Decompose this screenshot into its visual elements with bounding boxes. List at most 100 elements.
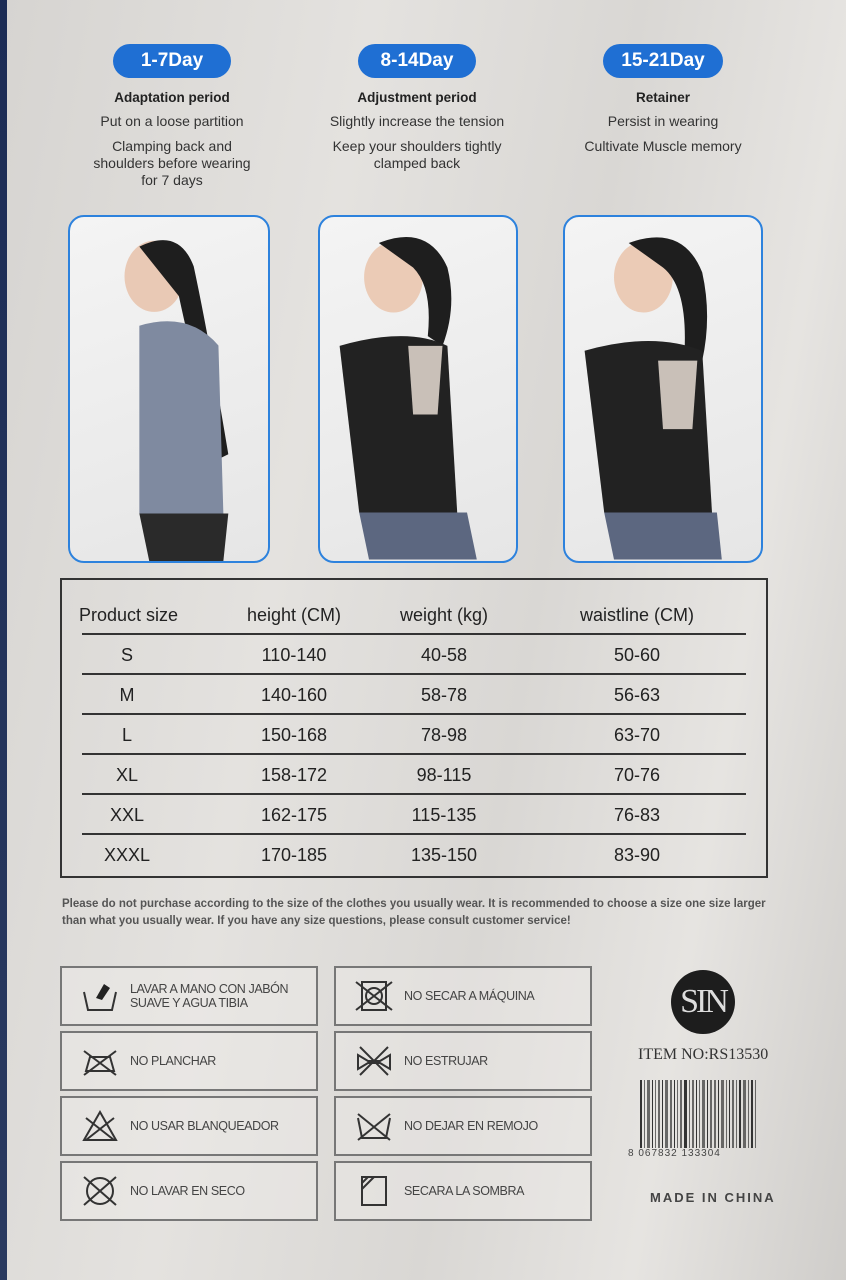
- stage-title: Retainer: [635, 90, 691, 105]
- barcode-bar: [732, 1080, 734, 1148]
- made-in: MADE IN CHINA: [650, 1190, 776, 1205]
- care-label: NO PLANCHAR: [130, 1054, 216, 1068]
- photo-stage-3: [563, 215, 763, 563]
- barcode-bar: [736, 1080, 737, 1148]
- table-cell: 170-185: [260, 845, 328, 865]
- care-instruction: NO PLANCHAR: [60, 1031, 318, 1091]
- table-cell: 140-160: [260, 685, 328, 705]
- barcode-bar: [748, 1080, 749, 1148]
- care-label: NO LAVAR EN SECO: [130, 1184, 245, 1198]
- barcode-bar: [677, 1080, 678, 1148]
- stage-line: Put on a loose partition: [100, 113, 244, 129]
- barcode-bar: [655, 1080, 656, 1148]
- barcode-bar: [729, 1080, 730, 1148]
- header-cell: waistline (CM): [579, 605, 695, 625]
- barcode-bar: [640, 1080, 642, 1148]
- size-table: Product size height (CM) weight (kg) wai…: [60, 578, 768, 878]
- care-label: NO DEJAR EN REMOJO: [404, 1119, 538, 1133]
- table-cell: M: [119, 685, 135, 705]
- care-instruction: NO USAR BLANQUEADOR: [60, 1096, 318, 1156]
- hand-wash-icon: [83, 984, 117, 1011]
- barcode-bar: [684, 1080, 687, 1148]
- barcode-bar: [718, 1080, 719, 1148]
- table-cell: 63-70: [613, 725, 661, 745]
- dry-in-shade-icon: [361, 1176, 387, 1206]
- no-wring-icon: [357, 1046, 391, 1076]
- table-row: XXXL 170-185 135-150 83-90: [82, 835, 746, 875]
- barcode-number: 8 067832 133304: [628, 1148, 721, 1159]
- barcode-bar: [692, 1080, 694, 1148]
- barcode-bar: [689, 1080, 690, 1148]
- no-soak-icon: [357, 1113, 391, 1141]
- no-iron-icon: [83, 1050, 117, 1076]
- barcode-bar: [707, 1080, 708, 1148]
- table-cell: S: [120, 645, 134, 665]
- care-label: NO ESTRUJAR: [404, 1054, 488, 1068]
- care-label: LAVAR A MANO CON JABÓN SUAVE Y AGUA TIBI…: [130, 982, 289, 1010]
- size-note: Please do not purchase according to the …: [62, 898, 766, 927]
- stage-badge: 1-7Day: [113, 44, 231, 78]
- table-row: S 110-140 40-58 50-60: [82, 635, 746, 675]
- stage-3: 15-21Day Retainer Persist in wearing Cul…: [538, 44, 788, 155]
- photo-stage-1: [68, 215, 270, 563]
- barcode-bar: [658, 1080, 660, 1148]
- brand-logo: SIN: [671, 970, 735, 1034]
- care-label: NO SECAR A MÁQUINA: [404, 989, 535, 1003]
- stage-line: Clamping back and shoulders before weari…: [93, 138, 251, 188]
- table-cell: 162-175: [260, 805, 328, 825]
- barcode-bar: [739, 1080, 741, 1148]
- table-row: L 150-168 78-98 63-70: [82, 715, 746, 755]
- barcode-bar: [710, 1080, 712, 1148]
- table-cell: L: [121, 725, 133, 745]
- barcode-bar: [714, 1080, 716, 1148]
- stage-title: Adjustment period: [357, 90, 477, 105]
- stage-2: 8-14Day Adjustment period Slightly incre…: [292, 44, 542, 172]
- barcode-bar: [674, 1080, 675, 1148]
- table-row: XXL 162-175 115-135 76-83: [82, 795, 746, 835]
- care-label: NO USAR BLANQUEADOR: [130, 1119, 279, 1133]
- barcode-bar: [696, 1080, 697, 1148]
- header-cell: weight (kg): [399, 605, 489, 625]
- stage-line: Persist in wearing: [607, 113, 719, 129]
- table-cell: 40-58: [420, 645, 468, 665]
- barcode-bar: [652, 1080, 653, 1148]
- box-edge: [0, 0, 7, 1280]
- stage-1: 1-7Day Adaptation period Put on a loose …: [47, 44, 297, 189]
- header-cell: Product size: [79, 605, 179, 625]
- barcode-bar: [665, 1080, 668, 1148]
- table-cell: 110-140: [261, 645, 327, 665]
- barcode-bar: [662, 1080, 663, 1148]
- table-cell: XL: [115, 765, 139, 785]
- stage-line: Keep your shoulders tightly clamped back: [332, 138, 502, 171]
- table-cell: 56-63: [613, 685, 661, 705]
- table-cell: XXXL: [103, 845, 151, 865]
- table-cell: 135-150: [410, 845, 478, 865]
- table-cell: 98-115: [416, 765, 472, 785]
- care-instruction: LAVAR A MANO CON JABÓN SUAVE Y AGUA TIBI…: [60, 966, 318, 1026]
- item-number: ITEM NO:RS13530: [638, 1046, 769, 1063]
- table-cell: 158-172: [260, 765, 328, 785]
- barcode-bar: [680, 1080, 682, 1148]
- stage-title: Adaptation period: [114, 90, 230, 105]
- table-cell: 50-60: [613, 645, 661, 665]
- photo-stage-2: [318, 215, 518, 563]
- table-cell: 78-98: [420, 725, 468, 745]
- stage-badge: 15-21Day: [603, 44, 723, 78]
- table-cell: 70-76: [613, 765, 661, 785]
- barcode-bar: [699, 1080, 700, 1148]
- care-label: SECARA LA SOMBRA: [404, 1184, 525, 1198]
- stage-line: Slightly increase the tension: [329, 113, 505, 129]
- care-instruction: SECARA LA SOMBRA: [334, 1161, 592, 1221]
- barcode-bar: [644, 1080, 645, 1148]
- header-cell: height (CM): [246, 605, 342, 625]
- barcode-bar: [743, 1080, 746, 1148]
- no-tumble-dry-icon: [355, 981, 393, 1011]
- stage-badge: 8-14Day: [358, 44, 476, 78]
- table-cell: 83-90: [613, 845, 661, 865]
- care-instruction: NO DEJAR EN REMOJO: [334, 1096, 592, 1156]
- table-row: XL 158-172 98-115 70-76: [82, 755, 746, 795]
- table-cell: 58-78: [420, 685, 468, 705]
- barcode-bar: [670, 1080, 672, 1148]
- table-header: Product size height (CM) weight (kg) wai…: [79, 595, 746, 635]
- table-cell: 76-83: [613, 805, 661, 825]
